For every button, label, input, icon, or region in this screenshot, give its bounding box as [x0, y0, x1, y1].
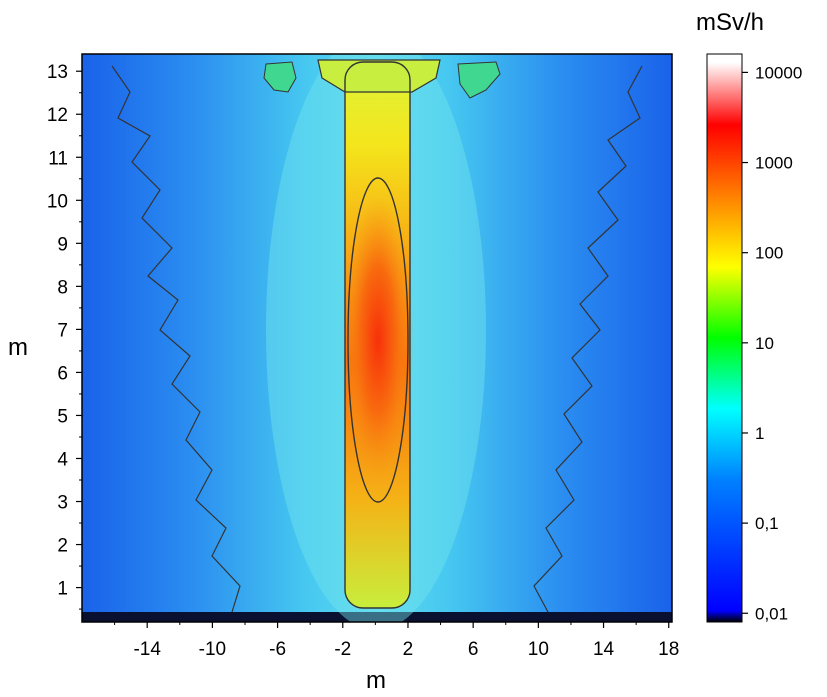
y-tick-label: 5 — [57, 406, 68, 427]
x-tick-label: 18 — [658, 639, 679, 660]
left-contour — [111, 65, 241, 613]
y-tick-label: 12 — [47, 105, 68, 126]
y-tick-label: 9 — [57, 234, 68, 255]
colorbar-tick-label: 100 — [755, 244, 783, 263]
x-axis-title: m — [366, 667, 386, 694]
x-tick-label: 14 — [593, 639, 615, 660]
y-tick-label: 1 — [57, 579, 68, 600]
tube-contour — [344, 61, 411, 609]
colorbar-ramp — [706, 53, 743, 623]
colorbar-tick-label: 1000 — [755, 154, 793, 173]
x-tick-label: 2 — [403, 639, 414, 660]
colorbar-tick-label: 10 — [755, 334, 774, 353]
y-tick-label: 11 — [48, 148, 68, 169]
y-tick-label: 8 — [57, 277, 68, 298]
colorbar-tick-label: 0,1 — [755, 514, 779, 533]
x-tick-label: -2 — [334, 639, 351, 660]
x-tick-label: 10 — [528, 639, 549, 660]
top-green-left — [263, 61, 297, 93]
colorbar-tick-label: 10000 — [755, 63, 802, 82]
bottom-shadow — [82, 612, 672, 622]
y-tick-label: 10 — [47, 191, 68, 212]
colorbar: 0,01 0,1 1 10 100 1000 10000 mSv/h — [696, 9, 802, 623]
plot-area — [81, 53, 673, 623]
y-tick-label: 13 — [47, 62, 68, 83]
y-tick-label: 3 — [57, 493, 68, 514]
x-tick-label: -10 — [199, 639, 226, 660]
source-core — [342, 195, 414, 485]
plot-frame — [81, 53, 673, 623]
x-tick-label: 6 — [468, 639, 479, 660]
colorbar-tick-label: 0,01 — [755, 604, 788, 623]
y-tick-label: 6 — [57, 363, 68, 384]
x-axis: -14 -10 -6 -2 2 6 10 14 18 — [114, 622, 679, 660]
y-tick-label: 2 — [57, 536, 68, 557]
x-tick-label: -6 — [269, 639, 286, 660]
y-tick-label: 7 — [57, 320, 68, 341]
x-tick-label: -14 — [133, 639, 161, 660]
y-tick-label: 4 — [57, 449, 68, 470]
colorbar-ticks: 0,01 0,1 1 10 100 1000 10000 — [742, 63, 802, 623]
y-axis-title: m — [8, 334, 28, 361]
top-green-right — [457, 61, 501, 99]
colorbar-tick-label: 1 — [755, 424, 764, 443]
right-contour — [533, 65, 643, 613]
colorbar-unit: mSv/h — [696, 9, 764, 36]
core-contour — [347, 177, 409, 503]
